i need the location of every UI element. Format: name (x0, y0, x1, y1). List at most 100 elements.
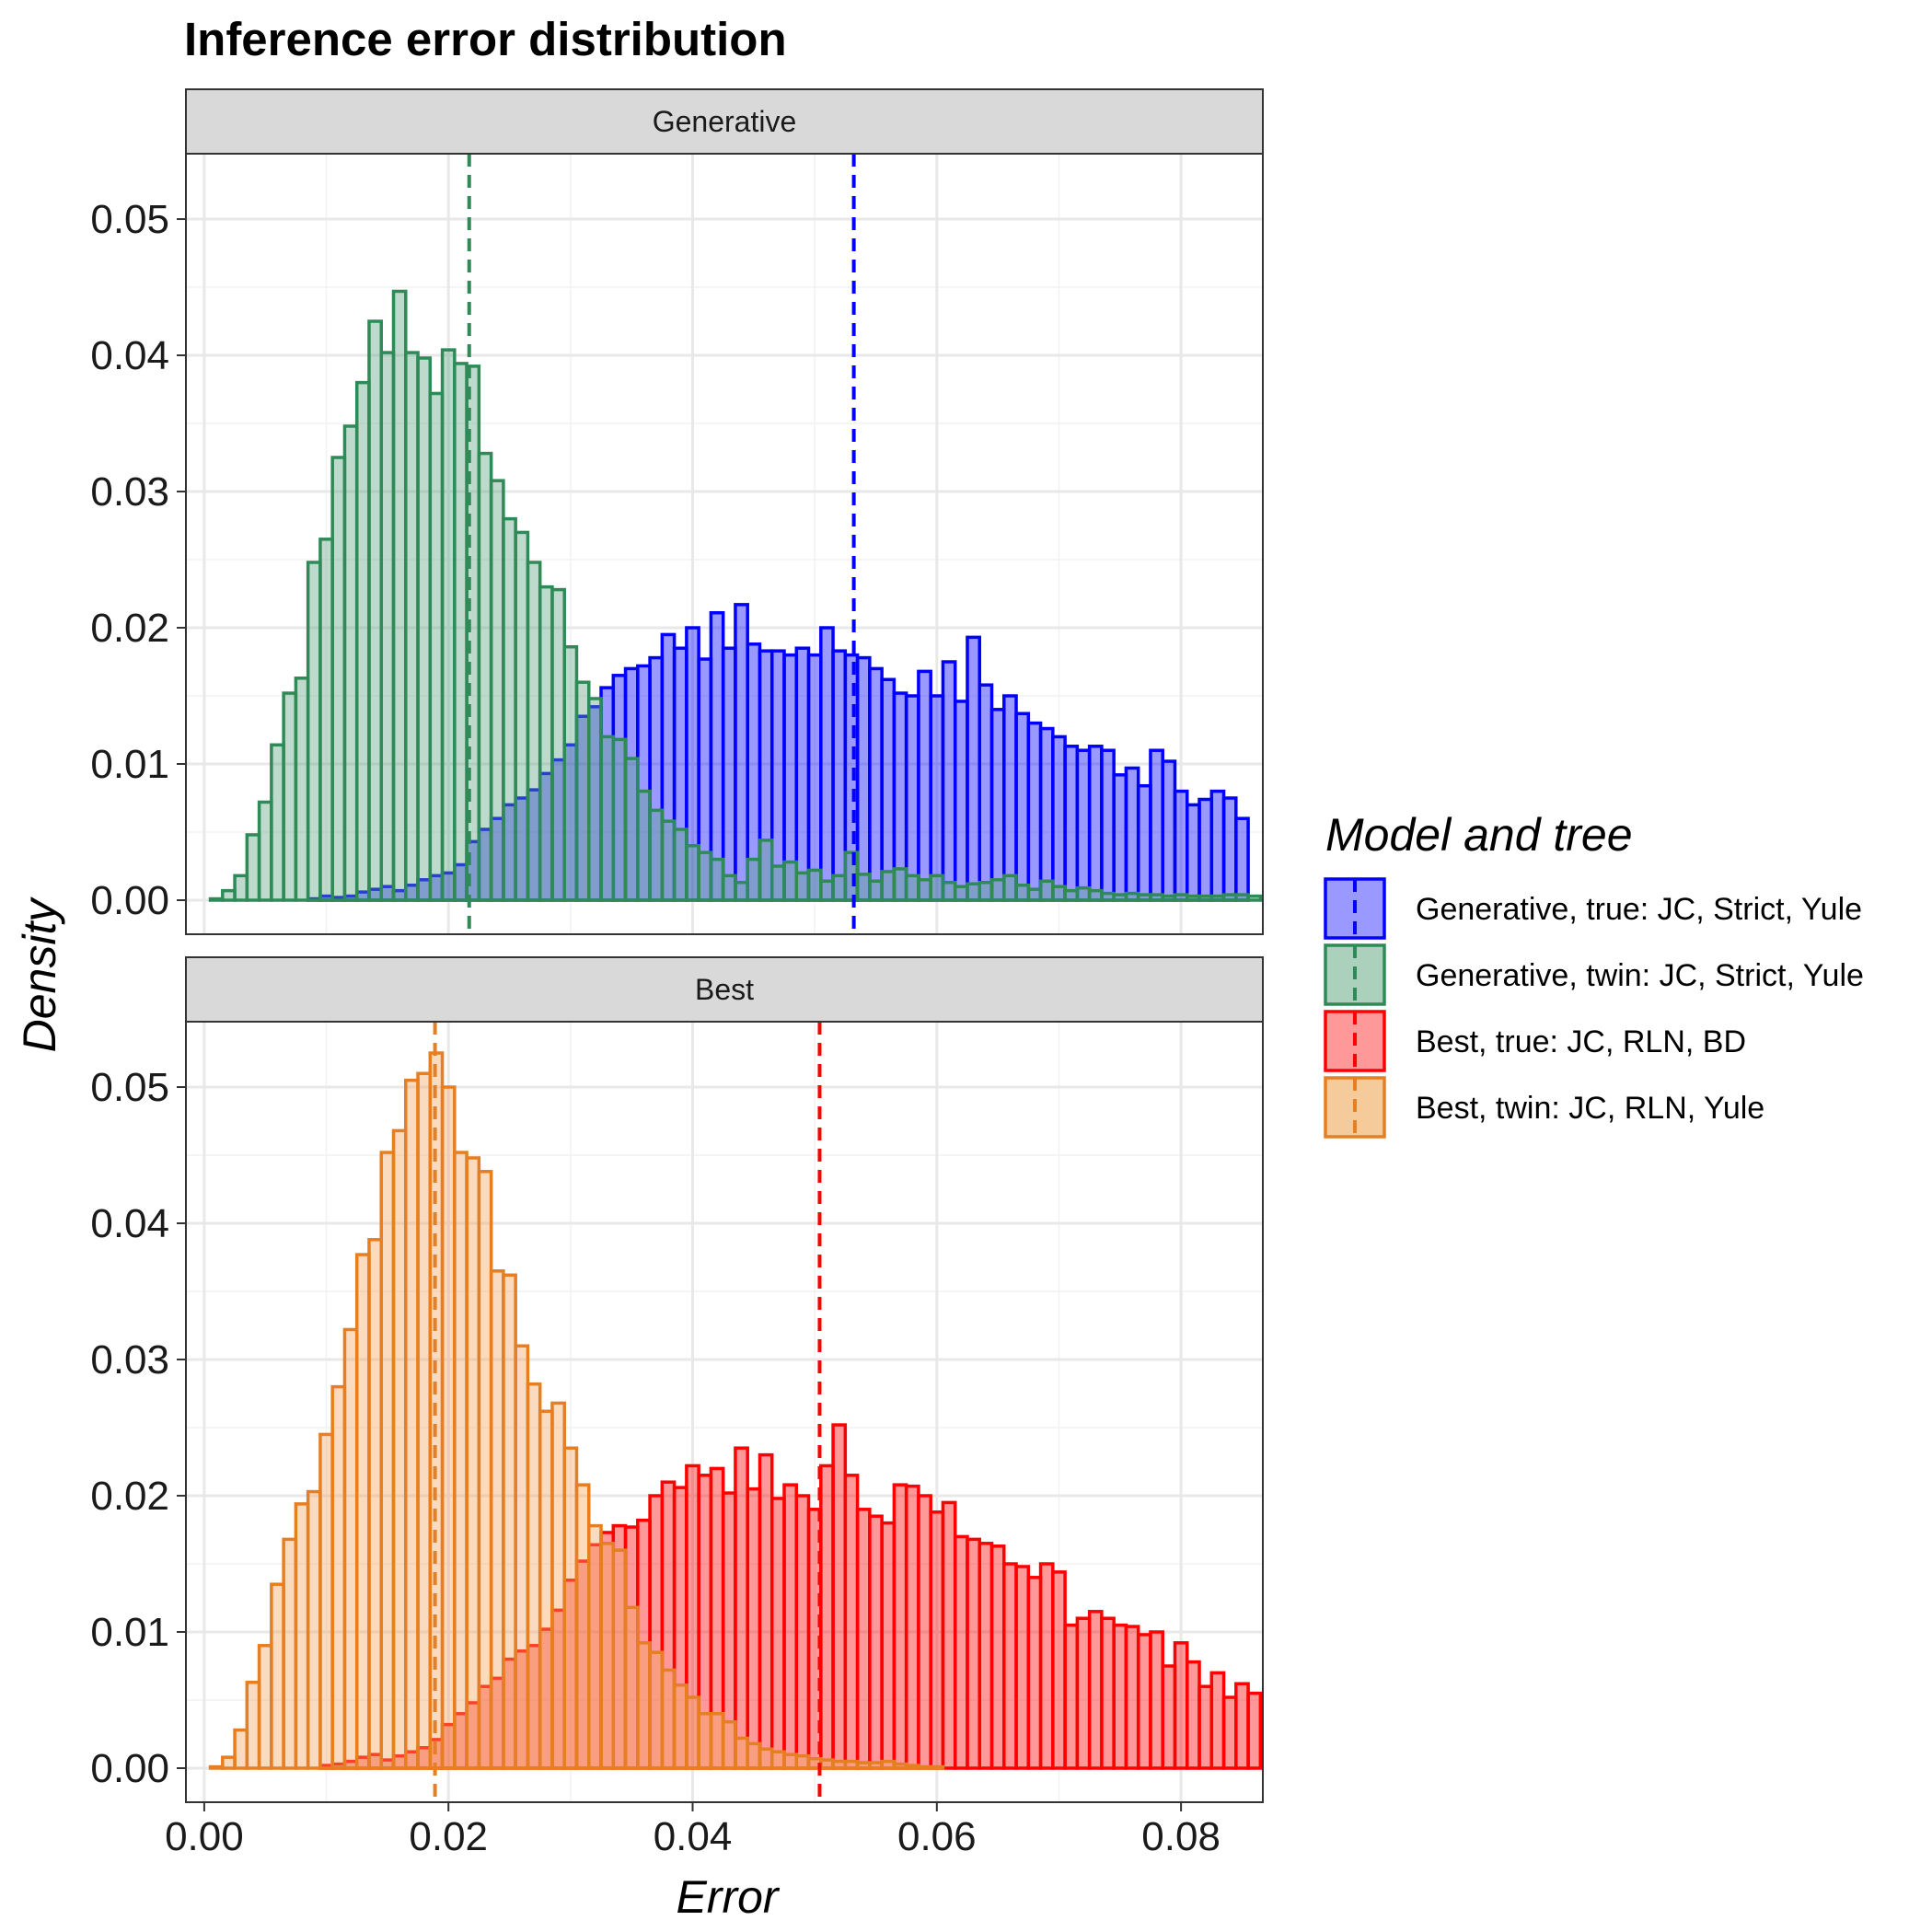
histogram-bar (453, 362, 469, 902)
histogram-bar (758, 1747, 774, 1770)
histogram-bar (868, 1514, 884, 1770)
facet-strip (185, 956, 1264, 1023)
histogram-bar (538, 584, 554, 902)
histogram-bar (1026, 887, 1043, 902)
histogram-bar (270, 1582, 285, 1770)
histogram-bar (611, 1548, 628, 1770)
histogram-bar (917, 669, 932, 902)
histogram-bar (843, 1474, 860, 1770)
histogram-bar (1234, 893, 1250, 902)
histogram-bar (514, 530, 530, 902)
histogram-bar (721, 646, 737, 902)
histogram-bar (709, 1712, 725, 1770)
histogram-bar (367, 319, 383, 902)
histogram-bar (1173, 893, 1189, 902)
y-tick-label: 0.00 (90, 1746, 169, 1791)
histogram-bar (489, 479, 505, 902)
histogram-bar (550, 587, 566, 902)
histogram-bar (989, 878, 1006, 902)
x-tick-label: 0.06 (897, 1814, 977, 1859)
histogram-bar (978, 683, 994, 902)
legend: Model and tree Generative, true: JC, Str… (1324, 809, 1864, 1139)
histogram-bar (855, 873, 872, 902)
histogram-bar (989, 708, 1006, 902)
series-1-0 (318, 1423, 1263, 1770)
histogram-bar (1136, 1633, 1152, 1770)
histogram-bar (416, 356, 433, 902)
y-tick-label: 0.03 (90, 469, 169, 515)
y-tick-label: 0.01 (90, 1610, 169, 1655)
histogram-bar (1173, 1641, 1189, 1770)
legend-item: Generative, twin: JC, Strict, Yule (1324, 943, 1864, 1006)
histogram-bar (257, 1644, 273, 1770)
histogram-bar (721, 873, 737, 902)
histogram-bar (904, 694, 920, 902)
histogram-bar (855, 655, 872, 902)
histogram-bar (1221, 893, 1238, 902)
histogram-bar (318, 538, 334, 902)
histogram-bar (1112, 1623, 1128, 1770)
histogram-bar (769, 649, 786, 902)
histogram-bar (660, 1668, 677, 1770)
histogram-bar (1197, 894, 1214, 902)
legend-item: Best, twin: JC, RLN, Yule (1324, 1076, 1764, 1139)
histogram-bar (354, 1253, 371, 1770)
histogram-bar (587, 1523, 603, 1770)
histogram-bar (1063, 1623, 1080, 1770)
histogram-bar (391, 1128, 408, 1770)
histogram-bar (440, 348, 457, 902)
series-0-1 (208, 289, 1263, 902)
histogram-bar (758, 839, 774, 902)
histogram-bar (489, 1269, 505, 1770)
histogram-bar (1100, 748, 1116, 902)
histogram-bar (648, 1650, 665, 1770)
histogram-bar (929, 1510, 945, 1770)
histogram-bar (917, 1494, 932, 1770)
histogram-bar (978, 1542, 994, 1770)
histogram-bar (514, 1344, 530, 1770)
histogram-bar (538, 1409, 554, 1770)
histogram-bar (1161, 894, 1177, 902)
histogram-bar (697, 1712, 713, 1770)
chart-title: Inference error distribution (184, 13, 787, 65)
histogram-bar (1209, 789, 1226, 902)
histogram-bar (330, 456, 347, 902)
histogram-bar (330, 1384, 347, 1770)
histogram-bar (819, 1758, 835, 1770)
histogram-bar (1186, 1660, 1201, 1770)
histogram-bar (794, 871, 811, 902)
histogram-bar (929, 873, 945, 902)
y-tick-label: 0.01 (90, 742, 169, 787)
histogram-bar (1112, 893, 1128, 902)
histogram-bar (868, 666, 884, 902)
histogram-bar (306, 561, 322, 902)
histogram-bar (1149, 748, 1164, 902)
histogram-bar (1038, 1562, 1055, 1770)
y-tick-label: 0.03 (90, 1337, 169, 1382)
histogram-bar (1246, 894, 1263, 902)
histogram-bar (440, 1085, 457, 1770)
histogram-bar (819, 1463, 835, 1770)
y-tick-label: 0.02 (90, 606, 169, 651)
histogram-bar (953, 700, 969, 902)
histogram-bar (794, 1753, 811, 1770)
y-tick-label: 0.05 (90, 197, 169, 242)
histogram-bar (550, 1401, 566, 1770)
histogram-bar (782, 1483, 799, 1770)
histogram-bar (1063, 888, 1080, 902)
y-tick-label: 0.04 (90, 1201, 169, 1246)
histogram-bar (574, 680, 591, 902)
histogram-bar (746, 1741, 762, 1770)
histogram-bar (367, 1238, 383, 1770)
facet-strip (185, 88, 1264, 155)
histogram-bar (941, 1500, 957, 1770)
histogram-bar (880, 1759, 897, 1770)
y-tick-label: 0.05 (90, 1065, 169, 1110)
histogram-bar (917, 1764, 932, 1770)
histogram-bar (831, 649, 848, 902)
histogram-bar (1002, 1562, 1018, 1770)
histogram-bar (623, 1605, 640, 1770)
y-tick-label: 0.00 (90, 878, 169, 923)
histogram-bar (806, 653, 823, 902)
histogram-bar (599, 735, 616, 902)
